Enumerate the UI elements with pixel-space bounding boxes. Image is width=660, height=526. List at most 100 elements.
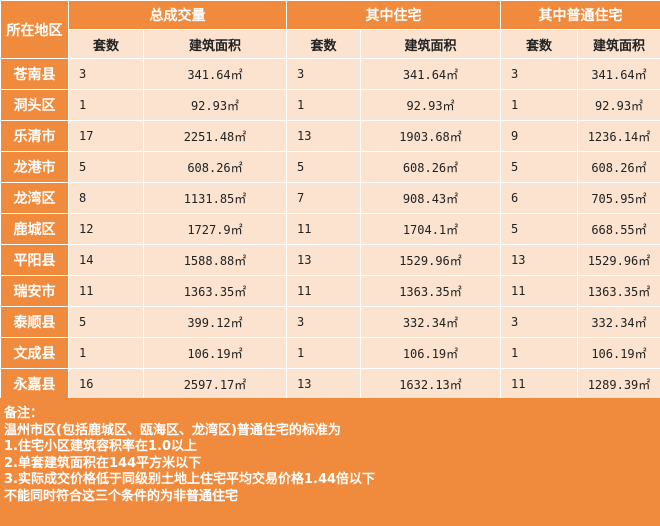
table-row: 龙港市 5 608.26㎡ 5 608.26㎡ 5 608.26㎡ <box>0 151 660 183</box>
residential-sets-cell: 3 <box>286 58 361 90</box>
total-area-cell: 1727.9㎡ <box>143 213 287 245</box>
transaction-table: 所在地区 总成交量 其中住宅 其中普通住宅 套数 建筑面积 套数 建筑面积 套数… <box>0 0 660 462</box>
table-row: 平阳县 14 1588.88㎡ 13 1529.96㎡ 13 1529.96㎡ <box>0 244 660 276</box>
total-area-cell: 2251.48㎡ <box>143 120 287 152</box>
residential-sets-cell: 1 <box>286 89 361 121</box>
ordinary-sets-cell: 11 <box>500 368 578 400</box>
region-cell: 乐清市 <box>0 120 69 152</box>
ordinary-sets-cell: 9 <box>500 120 578 152</box>
residential-sets-cell: 13 <box>286 368 361 400</box>
sets-header: 套数 <box>286 29 361 59</box>
total-sets-cell: 5 <box>68 306 144 338</box>
total-sets-cell: 1 <box>68 89 144 121</box>
notes-line: 3.实际成交价格低于同级别土地上住宅平均交易价格1.44倍以下 <box>4 472 376 487</box>
residential-area-cell: 1632.13㎡ <box>360 368 501 400</box>
table-row: 泰顺县 5 399.12㎡ 3 332.34㎡ 3 332.34㎡ <box>0 306 660 338</box>
table-row: 永嘉县 16 2597.17㎡ 13 1632.13㎡ 11 1289.39㎡ <box>0 368 660 400</box>
ordinary-sets-cell: 6 <box>500 182 578 214</box>
region-cell: 苍南县 <box>0 58 69 90</box>
notes-title: 备注： <box>4 406 44 421</box>
residential-sets-cell: 1 <box>286 337 361 369</box>
total-sets-cell: 8 <box>68 182 144 214</box>
table-row: 瑞安市 11 1363.35㎡ 11 1363.35㎡ 11 1363.35㎡ <box>0 275 660 307</box>
total-sets-cell: 11 <box>68 275 144 307</box>
total-area-cell: 608.26㎡ <box>143 151 287 183</box>
total-area-cell: 1363.35㎡ <box>143 275 287 307</box>
ordinary-sets-cell: 13 <box>500 244 578 276</box>
notes-line: 不能同时符合这三个条件的为非普通住宅 <box>4 488 239 504</box>
ordinary-area-cell: 608.26㎡ <box>577 151 660 183</box>
ordinary-area-cell: 668.55㎡ <box>577 213 660 245</box>
area-header: 建筑面积 <box>143 29 287 59</box>
ordinary-sets-cell: 1 <box>500 89 578 121</box>
region-cell: 龙港市 <box>0 151 69 183</box>
group-header-total: 总成交量 <box>68 0 287 30</box>
region-cell: 洞头区 <box>0 89 69 121</box>
total-area-cell: 399.12㎡ <box>143 306 287 338</box>
area-header: 建筑面积 <box>577 29 660 59</box>
total-sets-cell: 1 <box>68 337 144 369</box>
residential-sets-cell: 13 <box>286 120 361 152</box>
table-row: 苍南县 3 341.64㎡ 3 341.64㎡ 3 341.64㎡ <box>0 58 660 90</box>
total-area-cell: 106.19㎡ <box>143 337 287 369</box>
total-sets-cell: 5 <box>68 151 144 183</box>
residential-sets-cell: 5 <box>286 151 361 183</box>
region-cell: 永嘉县 <box>0 368 69 400</box>
ordinary-sets-cell: 3 <box>500 58 578 90</box>
total-sets-cell: 16 <box>68 368 144 400</box>
total-area-cell: 1588.88㎡ <box>143 244 287 276</box>
notes-line: 温州市区(包括鹿城区、瓯海区、龙湾区)普通住宅的标准为 <box>4 422 341 438</box>
table-row: 乐清市 17 2251.48㎡ 13 1903.68㎡ 9 1236.14㎡ <box>0 120 660 152</box>
ordinary-area-cell: 1529.96㎡ <box>577 244 660 276</box>
ordinary-sets-cell: 5 <box>500 213 578 245</box>
total-area-cell: 1131.85㎡ <box>143 182 287 214</box>
ordinary-area-cell: 106.19㎡ <box>577 337 660 369</box>
total-sets-cell: 12 <box>68 213 144 245</box>
residential-area-cell: 341.64㎡ <box>360 58 501 90</box>
region-cell: 龙湾区 <box>0 182 69 214</box>
area-header: 建筑面积 <box>360 29 501 59</box>
residential-area-cell: 92.93㎡ <box>360 89 501 121</box>
ordinary-area-cell: 1289.39㎡ <box>577 368 660 400</box>
ordinary-sets-cell: 5 <box>500 151 578 183</box>
total-area-cell: 2597.17㎡ <box>143 368 287 400</box>
residential-sets-cell: 11 <box>286 275 361 307</box>
table-row: 鹿城区 12 1727.9㎡ 11 1704.1㎡ 5 668.55㎡ <box>0 213 660 245</box>
header-row-groups: 所在地区 总成交量 其中住宅 其中普通住宅 <box>0 0 660 59</box>
table-row: 文成县 1 106.19㎡ 1 106.19㎡ 1 106.19㎡ <box>0 337 660 369</box>
total-area-cell: 92.93㎡ <box>143 89 287 121</box>
ordinary-sets-cell: 3 <box>500 306 578 338</box>
table-row: 龙湾区 8 1131.85㎡ 7 908.43㎡ 6 705.95㎡ <box>0 182 660 214</box>
region-cell: 平阳县 <box>0 244 69 276</box>
notes-line: 1.住宅小区建筑容积率在1.0以上 <box>4 439 198 454</box>
residential-sets-cell: 11 <box>286 213 361 245</box>
ordinary-area-cell: 1363.35㎡ <box>577 275 660 307</box>
group-header-ordinary: 其中普通住宅 <box>500 0 660 30</box>
total-sets-cell: 17 <box>68 120 144 152</box>
region-cell: 瑞安市 <box>0 275 69 307</box>
residential-sets-cell: 7 <box>286 182 361 214</box>
table-row: 洞头区 1 92.93㎡ 1 92.93㎡ 1 92.93㎡ <box>0 89 660 121</box>
ordinary-area-cell: 341.64㎡ <box>577 58 660 90</box>
residential-area-cell: 1363.35㎡ <box>360 275 501 307</box>
ordinary-sets-cell: 11 <box>500 275 578 307</box>
residential-sets-cell: 3 <box>286 306 361 338</box>
region-cell: 鹿城区 <box>0 213 69 245</box>
residential-area-cell: 1903.68㎡ <box>360 120 501 152</box>
notes-line: 2.单套建筑面积在144平方米以下 <box>4 455 202 471</box>
notes-panel: 备注： 温州市区(包括鹿城区、瓯海区、龙湾区)普通住宅的标准为 1.住宅小区建筑… <box>0 398 660 526</box>
residential-area-cell: 608.26㎡ <box>360 151 501 183</box>
residential-area-cell: 908.43㎡ <box>360 182 501 214</box>
residential-area-cell: 332.34㎡ <box>360 306 501 338</box>
residential-area-cell: 1704.1㎡ <box>360 213 501 245</box>
total-sets-cell: 3 <box>68 58 144 90</box>
residential-area-cell: 106.19㎡ <box>360 337 501 369</box>
ordinary-area-cell: 332.34㎡ <box>577 306 660 338</box>
residential-area-cell: 1529.96㎡ <box>360 244 501 276</box>
residential-sets-cell: 13 <box>286 244 361 276</box>
sets-header: 套数 <box>68 29 144 59</box>
sets-header: 套数 <box>500 29 578 59</box>
ordinary-area-cell: 705.95㎡ <box>577 182 660 214</box>
ordinary-area-cell: 1236.14㎡ <box>577 120 660 152</box>
